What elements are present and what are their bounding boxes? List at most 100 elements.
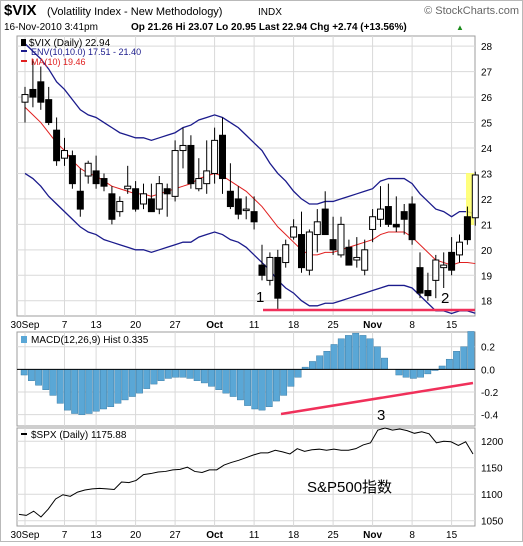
ma-line: [24, 106, 476, 266]
spx-y-tick-label: 1150: [481, 464, 503, 475]
macd-bar: [236, 369, 244, 401]
spx-line: [18, 427, 474, 518]
candle: [92, 155, 100, 189]
candle-body-down: [424, 290, 432, 297]
macd-bar: [100, 369, 107, 410]
spx-legend: $SPX (Daily) 1175.88: [31, 430, 127, 441]
annotation-2: 2: [441, 290, 449, 307]
candle: [337, 216, 345, 258]
candle: [290, 219, 298, 240]
candle-body-down: [132, 188, 140, 210]
candle: [61, 137, 68, 166]
brand-label: © StockCharts.com: [424, 5, 519, 17]
candle: [416, 252, 424, 299]
macd-bar: [244, 369, 252, 406]
date-tick-label: Oct: [206, 530, 223, 541]
candle-body-up: [266, 256, 274, 281]
candle: [305, 229, 313, 276]
macd-bar: [143, 369, 151, 389]
candle-body-down: [29, 88, 37, 98]
macd-histogram: [17, 331, 475, 415]
spx-grid: [17, 428, 475, 526]
candle: [361, 239, 369, 276]
candle: [226, 163, 234, 210]
macd-bar: [121, 369, 129, 401]
macd-bar: [409, 369, 417, 379]
macd-bar: [373, 346, 381, 370]
candle-body-up: [155, 183, 163, 210]
macd-bar: [136, 369, 143, 394]
date-tick-label: 15: [446, 530, 458, 541]
date-tick-label: 11: [249, 530, 260, 541]
candle-body-down: [100, 178, 108, 187]
candle-body-up: [124, 185, 132, 190]
spx-panel: 1050 1100 1150 1200 $SPX (Daily) 1175.88 S&…: [16, 427, 504, 528]
macd-bar: [186, 369, 194, 379]
candle-body-up: [305, 231, 313, 271]
candle-body-down: [219, 134, 226, 180]
candle: [21, 86, 29, 123]
macd-bar: [258, 369, 266, 411]
price-y-ticks: 18 19 20 21 22 23 24 25 26 27 28: [481, 42, 493, 308]
macd-bar: [352, 332, 360, 370]
candle-body-down: [408, 203, 416, 241]
candle: [132, 181, 140, 212]
candle-body-down: [234, 198, 242, 215]
macd-bar: [56, 369, 64, 404]
candle-body-down: [76, 190, 84, 210]
price-y-tick-label: 18: [481, 297, 493, 308]
candle: [456, 234, 463, 263]
candle-body-down: [321, 208, 329, 236]
candle-body-down: [226, 190, 234, 208]
date-tick-label: 8: [409, 530, 415, 541]
candle: [282, 239, 290, 268]
macd-bar: [309, 361, 316, 370]
price-y-tick-label: 28: [481, 42, 493, 53]
candle-body-down: [416, 267, 424, 294]
spx-y-tick-label: 1200: [481, 437, 504, 448]
macd-bar: [200, 369, 208, 384]
macd-legend: MACD(12,26,9) Hist 0.335: [31, 335, 149, 346]
candle: [100, 173, 108, 192]
macd-bar: [330, 344, 338, 370]
candle: [219, 117, 226, 194]
macd-bar: [359, 335, 367, 370]
candle-body-up: [471, 174, 479, 219]
date-tick-label: Nov: [363, 320, 382, 331]
macd-bar: [460, 346, 468, 370]
macd-bar: [42, 369, 50, 390]
symbol-name: (Volatility Index - New Methodology): [47, 6, 222, 18]
candle-body-down: [37, 81, 45, 103]
macd-bar: [78, 369, 86, 415]
macd-bar: [179, 369, 187, 378]
envelope-lines: [24, 43, 476, 315]
candle: [234, 186, 242, 220]
candle-body-down: [463, 216, 471, 241]
candle: [29, 58, 37, 108]
candle: [37, 66, 45, 110]
candle: [392, 196, 400, 232]
candle: [242, 196, 250, 220]
candle: [124, 165, 132, 194]
macd-bar: [164, 369, 172, 379]
candle: [298, 211, 305, 273]
price-y-tick-label: 21: [481, 220, 493, 231]
macd-bar: [251, 369, 259, 410]
candle: [424, 272, 432, 301]
candle-body-up: [290, 226, 298, 238]
candle: [329, 216, 337, 255]
candle: [108, 186, 116, 225]
candle-body-up: [377, 208, 384, 220]
candle: [377, 186, 384, 227]
legend-swatch-env: [21, 50, 27, 52]
candle-body-up: [21, 94, 29, 103]
candle: [258, 244, 266, 281]
candle: [463, 206, 471, 245]
candle: [471, 171, 479, 226]
macd-bar: [424, 369, 432, 375]
price-xgrid: [24, 36, 453, 316]
candle-body-down: [108, 193, 116, 220]
price-y-tick-label: 23: [481, 169, 493, 180]
candle-body-up: [353, 256, 361, 261]
